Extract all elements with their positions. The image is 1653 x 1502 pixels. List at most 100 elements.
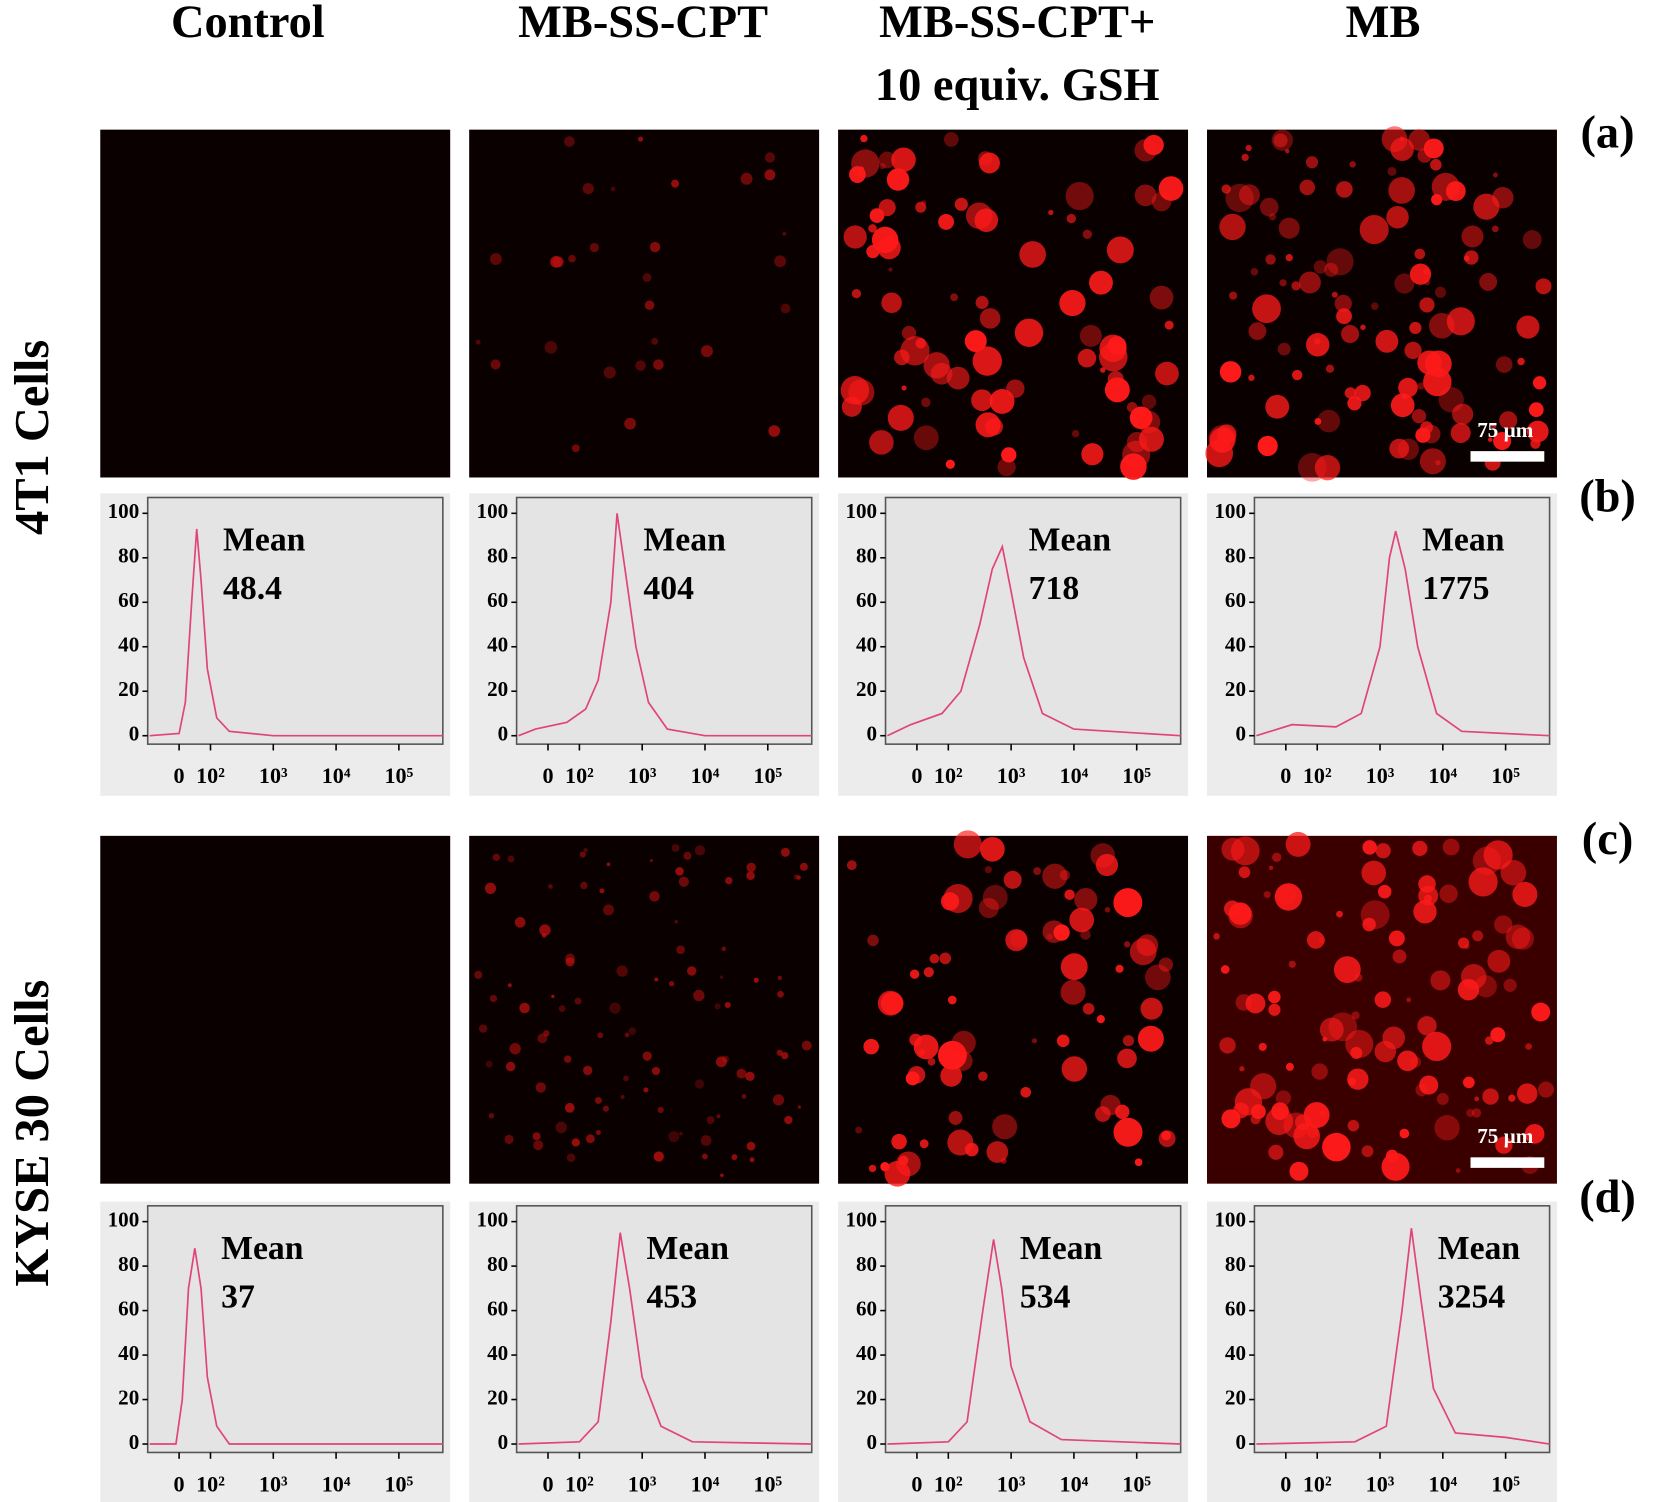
- cell: [891, 1133, 907, 1150]
- y-tick-label: 0: [1235, 1430, 1246, 1454]
- cell: [654, 977, 659, 982]
- cell: [714, 1003, 721, 1010]
- cell: [1418, 885, 1439, 906]
- cell: [533, 1140, 544, 1151]
- cell: [887, 404, 914, 431]
- cell: [772, 1094, 785, 1106]
- cell: [869, 430, 894, 455]
- cell: [609, 1002, 621, 1014]
- cell: [1493, 431, 1512, 451]
- x-tick-label: 10⁵: [753, 763, 782, 788]
- cell: [1411, 409, 1427, 424]
- cell: [1291, 369, 1303, 381]
- cell: [583, 848, 588, 853]
- histogram: 0 20 40 60 80 100 0 10² 10³ 10⁴ 10⁵ Mean 718: [838, 493, 1189, 796]
- cell: [1042, 920, 1066, 943]
- cell: [1333, 956, 1361, 984]
- cell: [1341, 325, 1360, 344]
- cell: [1313, 260, 1328, 274]
- cell: [975, 412, 1001, 438]
- x-tick-label: 10⁵: [1122, 1471, 1151, 1496]
- panel-label: (c): [1582, 814, 1633, 865]
- x-tick-label: 10⁴: [1428, 763, 1457, 788]
- cell: [642, 273, 652, 283]
- cell: [1065, 181, 1094, 211]
- cell: [606, 862, 611, 867]
- cell: [1490, 1027, 1506, 1043]
- column-header: MB-SS-CPT: [518, 0, 768, 48]
- scale-bar: [1470, 451, 1545, 462]
- cell: [1285, 1062, 1294, 1071]
- cell: [753, 977, 759, 983]
- cell: [938, 213, 954, 230]
- cell: [1388, 177, 1415, 204]
- y-tick-label: 0: [867, 1430, 878, 1454]
- cell: [1081, 443, 1104, 466]
- cell: [796, 875, 801, 880]
- cell: [1299, 179, 1316, 196]
- cell: [637, 136, 644, 142]
- cell: [579, 851, 586, 858]
- cell: [649, 858, 654, 863]
- cell: [693, 989, 705, 1002]
- y-tick-label: 20: [1225, 1385, 1246, 1409]
- cell: [1033, 867, 1042, 876]
- cell: [1325, 364, 1335, 373]
- cell: [1495, 356, 1513, 373]
- cell: [623, 1075, 629, 1082]
- cell: [678, 1131, 683, 1136]
- cell: [602, 1105, 610, 1112]
- x-tick-label: 10⁵: [1491, 763, 1520, 788]
- cell: [628, 1027, 637, 1035]
- cell: [1000, 1157, 1007, 1164]
- cell: [1096, 1015, 1105, 1024]
- cell: [1141, 394, 1157, 409]
- cell: [1238, 866, 1251, 879]
- cell: [1455, 1168, 1461, 1173]
- cell: [1334, 294, 1352, 313]
- cell: [1285, 831, 1311, 857]
- cell: [715, 1056, 727, 1068]
- cell: [851, 288, 862, 299]
- cell: [877, 236, 901, 260]
- y-tick-label: 60: [487, 1296, 508, 1320]
- cell: [979, 308, 1001, 329]
- cell: [474, 970, 483, 979]
- cell: [947, 1129, 974, 1156]
- cell: [784, 1115, 793, 1125]
- cell: [1001, 447, 1017, 463]
- cell: [1265, 394, 1290, 419]
- cell: [1089, 270, 1113, 295]
- cell: [1245, 144, 1252, 152]
- cell: [1362, 840, 1377, 855]
- x-tick-label: 10⁵: [384, 763, 413, 788]
- micrograph-bg: [469, 129, 820, 478]
- cell: [1439, 884, 1458, 903]
- cell: [921, 397, 931, 408]
- cell: [642, 1051, 652, 1061]
- cell: [891, 147, 916, 172]
- x-tick-label: 10⁵: [753, 1471, 782, 1496]
- mean-value: 718: [1029, 570, 1080, 607]
- y-tick-label: 20: [118, 677, 139, 701]
- y-tick-label: 80: [856, 544, 877, 568]
- cell: [564, 136, 575, 147]
- cell: [624, 1032, 630, 1038]
- cell: [986, 1141, 1009, 1163]
- cell: [1268, 865, 1274, 870]
- x-tick-label: 0: [911, 763, 922, 788]
- mean-value: 534: [1020, 1278, 1071, 1315]
- cell: [555, 1121, 568, 1134]
- mean-label: Mean: [1029, 522, 1112, 559]
- cell: [951, 1030, 976, 1055]
- plot-area: [884, 496, 1182, 745]
- cell: [1450, 422, 1471, 443]
- cell: [1336, 181, 1353, 198]
- cell: [948, 1111, 963, 1125]
- cell: [1347, 1119, 1360, 1132]
- mean-label: Mean: [221, 1230, 304, 1267]
- histogram-curve: [887, 1239, 1181, 1445]
- cell: [1059, 289, 1086, 317]
- cell: [519, 1002, 530, 1014]
- cell: [1122, 440, 1151, 469]
